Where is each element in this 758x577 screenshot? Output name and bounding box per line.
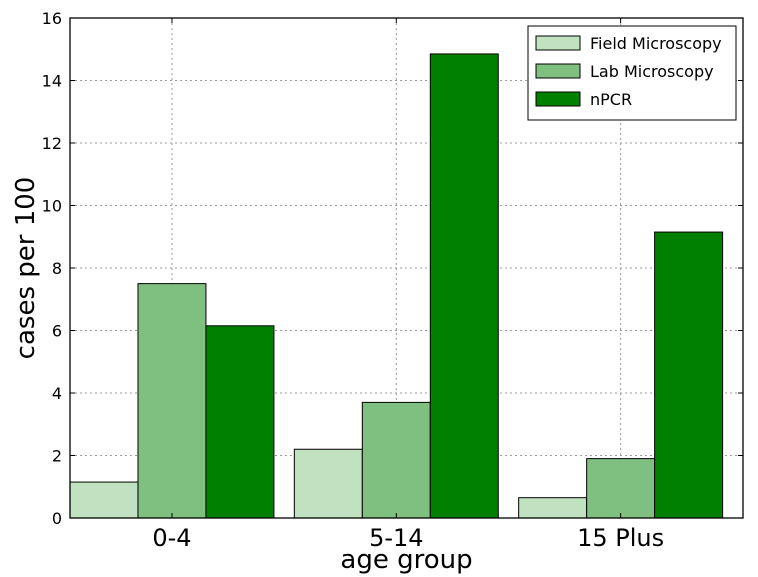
- bar-field-microscopy-0-4: [69, 481, 139, 519]
- y-tick-label: 10: [42, 197, 62, 216]
- bar-field-microscopy-5-14: [293, 448, 363, 519]
- x-tick-label: 15 Plus: [577, 524, 664, 552]
- bar-npcr-15-plus: [654, 231, 724, 519]
- bar-npcr-5-14: [429, 53, 499, 519]
- y-tick-label: 16: [42, 9, 62, 28]
- x-tick-label: 5-14: [369, 524, 423, 552]
- legend: Field Microscopy Lab Microscopy nPCR: [527, 25, 737, 121]
- bar-lab-microscopy-5-14: [361, 401, 431, 519]
- y-tick-label: 8: [52, 259, 62, 278]
- bars: [69, 53, 724, 519]
- legend-swatch: [535, 35, 581, 51]
- bar-field-microscopy-15-plus: [518, 497, 588, 519]
- y-tick-label: 14: [42, 72, 62, 91]
- y-axis-ticks: 0 2 4 6 8 10 12 14 16: [42, 9, 743, 528]
- y-tick-label: 0: [52, 509, 62, 528]
- bar-lab-microscopy-0-4: [137, 283, 207, 519]
- x-axis-label: age group: [340, 545, 472, 575]
- y-tick-label: 12: [42, 134, 62, 153]
- y-tick-label: 4: [52, 384, 62, 403]
- y-tick-label: 6: [52, 322, 62, 341]
- bar-lab-microscopy-15-plus: [586, 458, 656, 519]
- legend-label: nPCR: [590, 90, 632, 109]
- y-tick-label: 2: [52, 447, 62, 466]
- legend-swatch: [535, 63, 581, 79]
- legend-swatch: [535, 91, 581, 107]
- x-axis-ticks: 0-4 5-14 15 Plus: [152, 18, 664, 552]
- legend-label: Field Microscopy: [590, 34, 722, 53]
- y-axis-label: cases per 100: [11, 177, 41, 360]
- legend-label: Lab Microscopy: [590, 62, 714, 81]
- bar-npcr-0-4: [205, 325, 275, 519]
- x-tick-label: 0-4: [152, 524, 191, 552]
